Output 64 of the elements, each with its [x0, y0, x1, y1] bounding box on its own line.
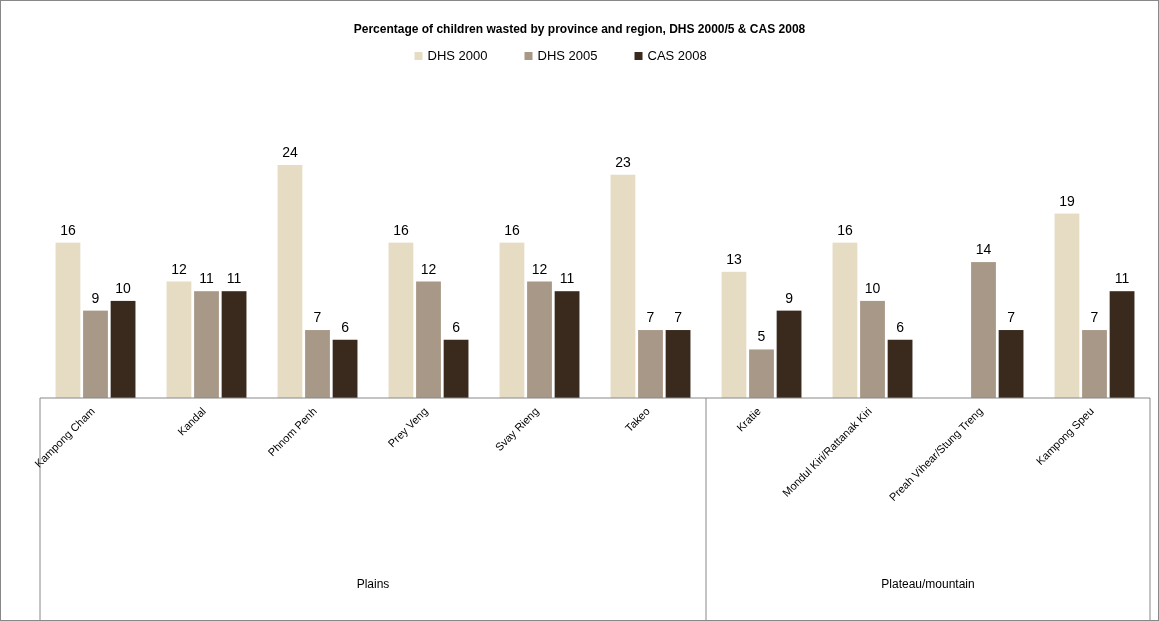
data-label: 12 — [420, 260, 437, 277]
data-label: 11 — [559, 270, 575, 287]
data-label: 23 — [615, 153, 631, 170]
bar — [83, 310, 108, 398]
bar — [776, 310, 802, 398]
data-label: 9 — [785, 289, 794, 306]
data-label: 7 — [1090, 309, 1099, 326]
bar — [499, 242, 525, 398]
bar — [887, 339, 913, 398]
data-label: 7 — [1007, 309, 1016, 326]
bar — [749, 349, 774, 398]
data-label: 16 — [504, 221, 520, 238]
data-label: 7 — [646, 309, 655, 326]
data-label: 16 — [60, 221, 76, 238]
bar — [1109, 291, 1135, 398]
data-label: 6 — [452, 318, 461, 335]
bar — [194, 291, 219, 398]
bar — [305, 330, 330, 398]
data-label: 11 — [226, 270, 242, 287]
bar — [1054, 213, 1080, 398]
bar — [388, 242, 414, 398]
bar — [832, 242, 858, 398]
text: Plateau/mountain — [881, 577, 975, 591]
bar — [860, 300, 885, 398]
chart-title: Percentage of children wasted by province and region, DHS 2000/5 & CAS 2008 — [353, 22, 806, 36]
bar — [1082, 330, 1107, 398]
bar — [277, 165, 303, 398]
bar — [998, 330, 1024, 398]
data-label: 12 — [531, 260, 548, 277]
data-label: 7 — [674, 309, 683, 326]
data-label: 5 — [757, 328, 766, 345]
bar — [166, 281, 192, 398]
data-label: 16 — [837, 221, 853, 238]
legend-label: DHS 2005 — [537, 48, 598, 63]
bar — [527, 281, 552, 398]
data-label: 9 — [91, 289, 100, 306]
data-label: 14 — [975, 241, 992, 258]
data-label: 24 — [282, 144, 298, 160]
bar — [55, 242, 81, 398]
bar — [721, 271, 747, 398]
bar — [443, 339, 469, 398]
bar — [610, 174, 636, 398]
bar — [971, 262, 996, 398]
data-label: 11 — [199, 270, 214, 287]
data-label: 7 — [313, 309, 322, 326]
data-label: 6 — [896, 318, 905, 335]
data-label: 10 — [115, 279, 132, 296]
bar — [638, 330, 663, 398]
legend-label: DHS 2000 — [427, 48, 488, 63]
text: Plains — [356, 577, 390, 591]
data-label: 6 — [341, 318, 350, 335]
bar — [110, 300, 136, 398]
data-label: 11 — [1114, 270, 1130, 287]
bar — [554, 291, 580, 398]
data-label: 19 — [1059, 192, 1075, 209]
data-label: 12 — [171, 260, 187, 277]
legend-label: CAS 2008 — [647, 48, 707, 63]
bar — [665, 330, 691, 398]
bar — [332, 339, 358, 398]
bar — [416, 281, 441, 398]
data-label: 13 — [726, 250, 742, 267]
bar — [221, 291, 247, 398]
data-label: 10 — [864, 279, 881, 296]
data-label: 16 — [393, 221, 409, 238]
